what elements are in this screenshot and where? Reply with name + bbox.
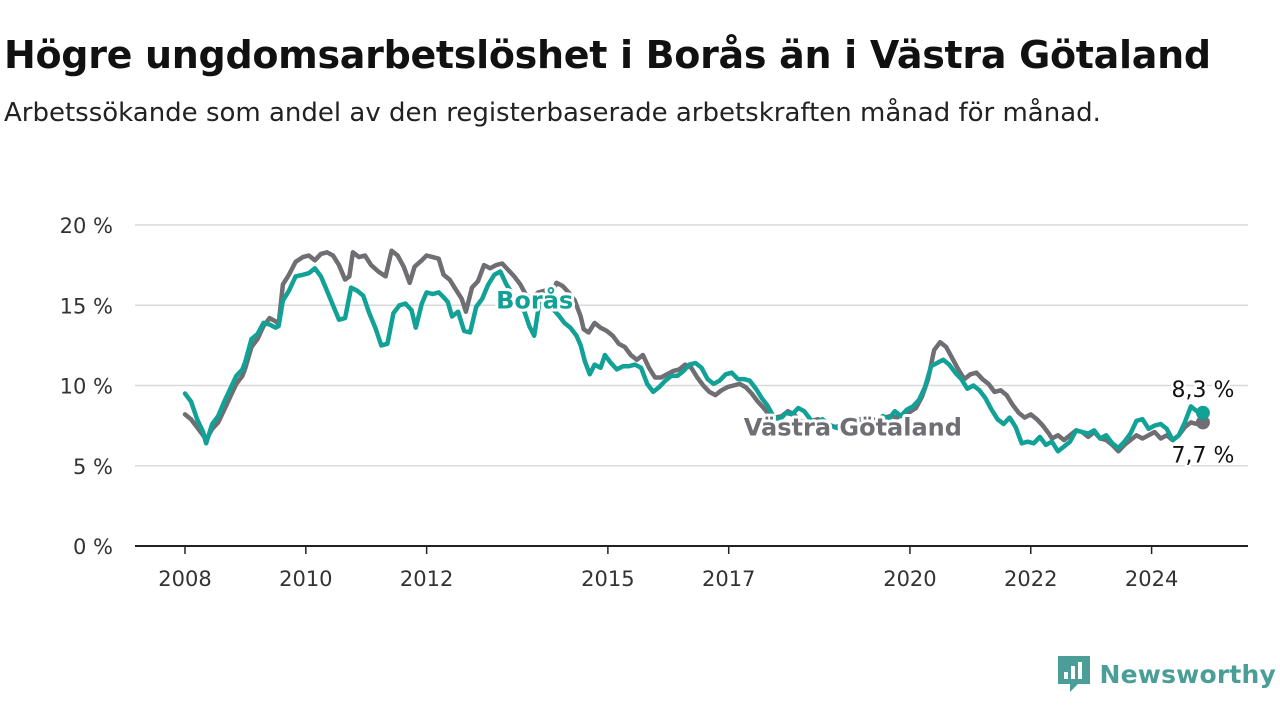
x-tick-label: 2017 <box>702 567 755 591</box>
chart-title: Högre ungdomsarbetslöshet i Borås än i V… <box>4 33 1211 77</box>
series-labels: Västra Götaland Borås 7,7 % 8,3 % <box>493 282 1237 470</box>
x-tick-label: 2012 <box>400 567 453 591</box>
series-line-v-stra-g-taland <box>182 248 1206 454</box>
newsworthy-brand[interactable]: Newsworthy <box>1056 652 1277 696</box>
chart-subtitle: Arbetssökande som andel av den registerb… <box>4 98 1101 128</box>
x-tick-label: 2015 <box>581 567 634 591</box>
series-end-value-label: 7,7 % <box>1171 443 1234 468</box>
series-end-marker <box>1195 405 1210 420</box>
x-tick-label: 2008 <box>158 567 211 591</box>
series-end-marker <box>1195 415 1210 430</box>
axes: 0 % 5 % 10 % 15 % 20 % 2008 2010 2012 2015 2017 20… <box>60 214 1248 591</box>
x-tick-label: 2010 <box>279 567 332 591</box>
series-line-bor-s <box>182 266 1206 454</box>
series-lines <box>182 248 1210 454</box>
brand-name: Newsworthy <box>1099 659 1276 689</box>
y-tick-label: 20 % <box>60 214 113 238</box>
y-tick-label: 0 % <box>73 535 113 559</box>
x-tick-label: 2024 <box>1125 567 1178 591</box>
series-name-label: Borås <box>496 285 573 314</box>
gridlines <box>135 224 1248 467</box>
series-end-value-label: 8,3 % <box>1171 378 1234 403</box>
x-tick-label: 2022 <box>1004 567 1057 591</box>
y-tick-label: 15 % <box>60 294 113 318</box>
newsworthy-logo-icon <box>1057 656 1090 692</box>
y-tick-label: 5 % <box>73 455 113 479</box>
y-tick-label: 10 % <box>60 375 113 399</box>
series-name-label: Västra Götaland <box>744 413 962 441</box>
x-tick-label: 2020 <box>883 567 936 591</box>
